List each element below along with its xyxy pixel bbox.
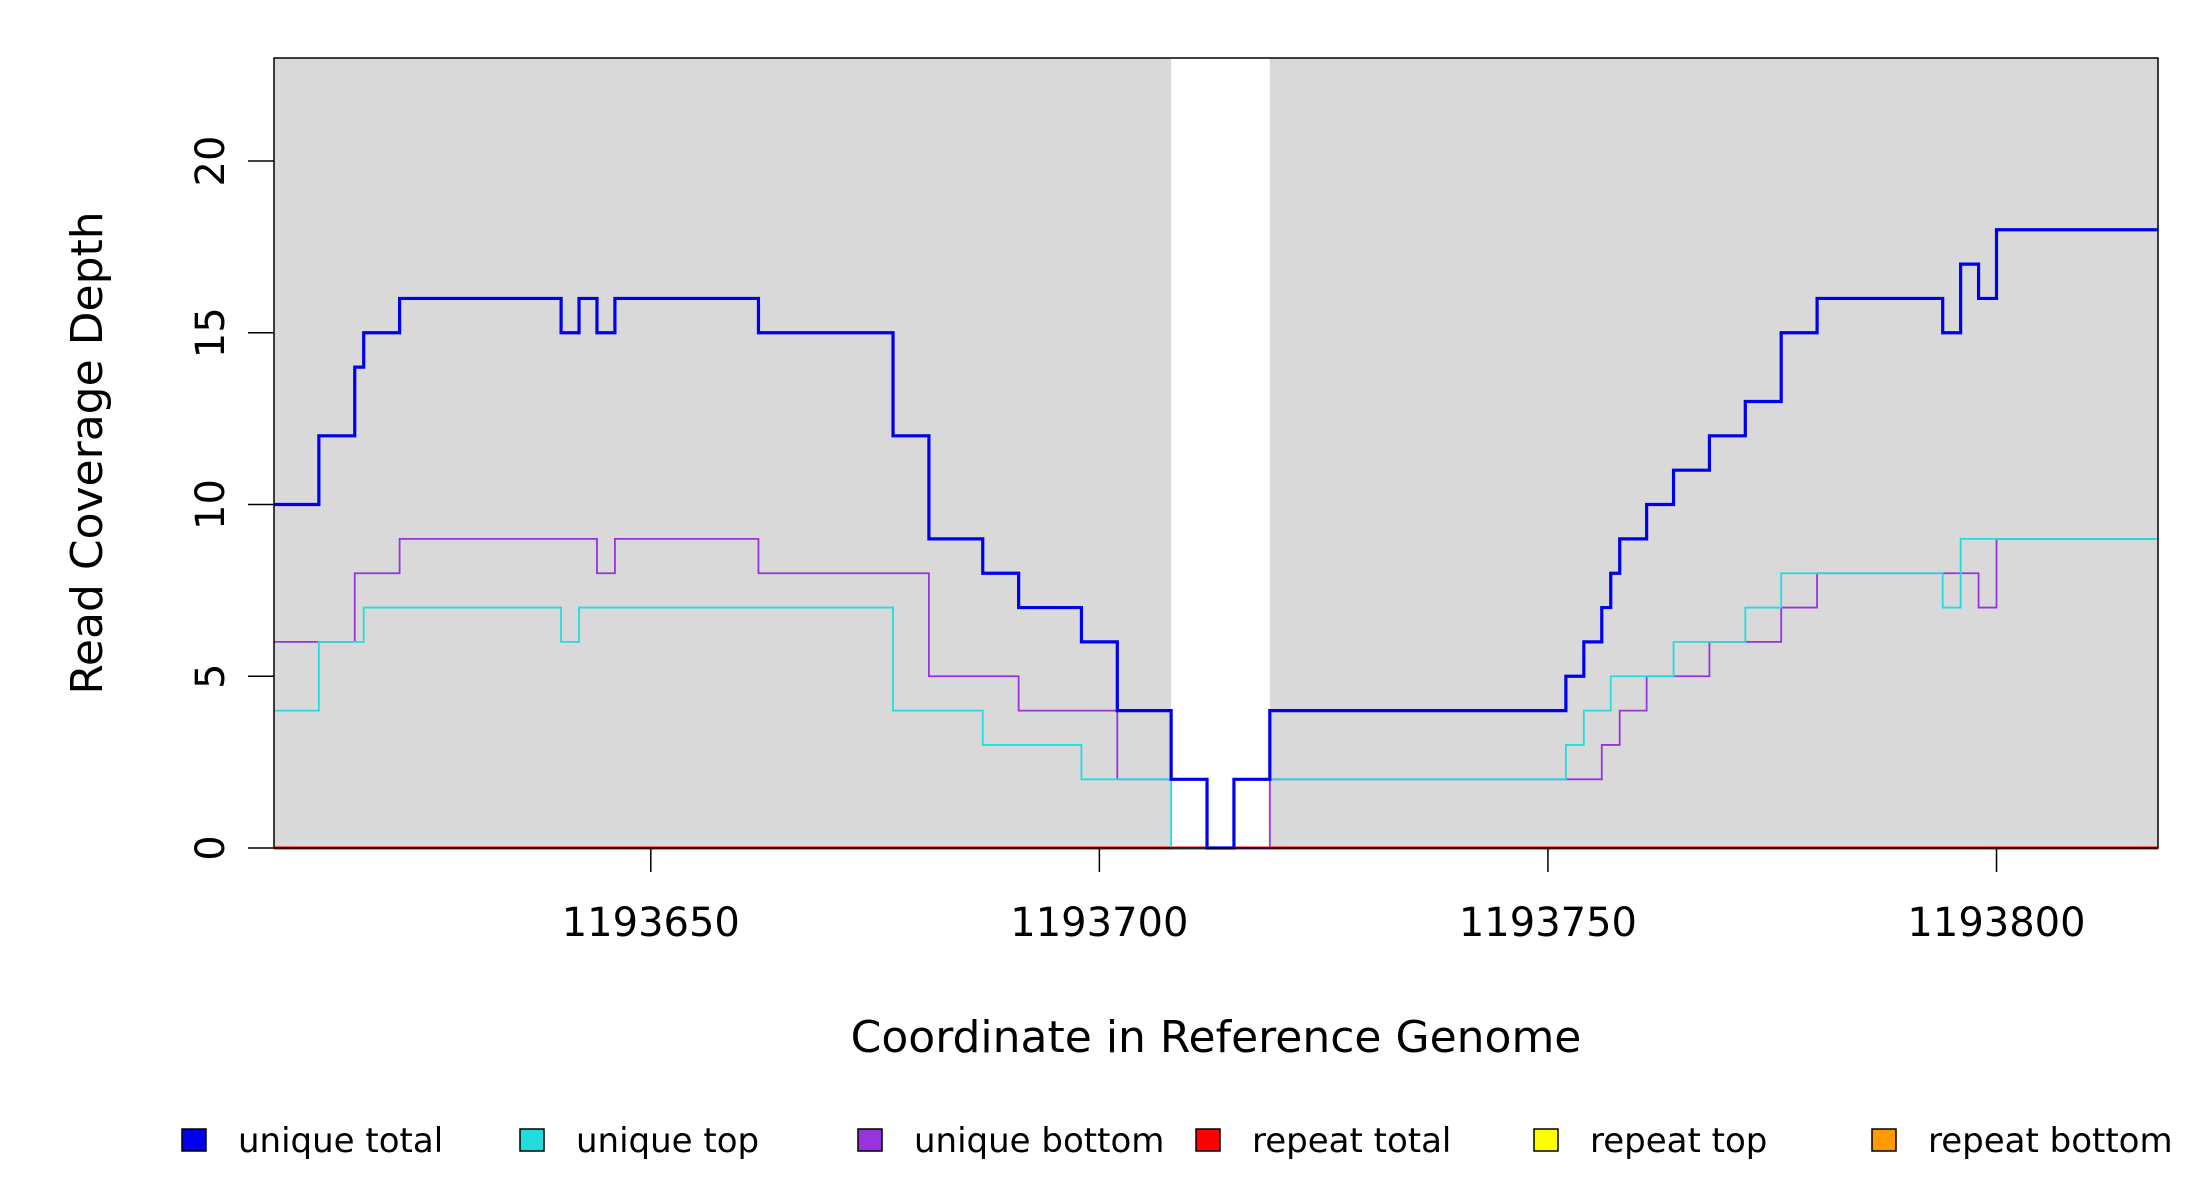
legend-label: repeat bottom <box>1928 1121 2173 1161</box>
legend-swatch <box>857 1128 883 1152</box>
highlight-region <box>1171 58 1270 848</box>
plot-background <box>274 58 2158 848</box>
legend-swatch <box>1871 1128 1897 1152</box>
x-tick-label: 1193650 <box>562 900 740 946</box>
y-axis-title: Read Coverage Depth <box>62 211 113 694</box>
x-tick-label: 1193700 <box>1010 900 1188 946</box>
legend-item-unique-bottom: unique bottom <box>857 1121 1164 1161</box>
legend-swatch <box>1533 1128 1559 1152</box>
legend-item-repeat-total: repeat total <box>1195 1121 1451 1161</box>
legend-label: unique bottom <box>914 1121 1164 1161</box>
legend: unique total unique top unique bottom repea… <box>181 1121 2173 1161</box>
y-tick-label: 10 <box>188 479 234 530</box>
y-tick-label: 15 <box>188 307 234 358</box>
legend-label: repeat top <box>1590 1121 1767 1161</box>
legend-item-unique-total: unique total <box>181 1121 443 1161</box>
legend-swatch <box>519 1128 545 1152</box>
x-tick-label: 1193800 <box>1907 900 2085 946</box>
y-tick-label: 0 <box>188 835 234 860</box>
legend-swatch <box>1195 1128 1221 1152</box>
x-axis-title: Coordinate in Reference Genome <box>851 1012 1582 1063</box>
legend-label: unique top <box>576 1121 759 1161</box>
x-tick-label: 1193750 <box>1459 900 1637 946</box>
legend-item-unique-top: unique top <box>519 1121 759 1161</box>
axes-layer: 1193650 1193700 1193750 1193800 0 5 10 15 20 <box>188 136 2086 946</box>
legend-label: unique total <box>238 1121 443 1161</box>
y-tick-label: 5 <box>188 664 234 689</box>
plot-frame <box>273 57 2159 849</box>
legend-swatch <box>181 1128 207 1152</box>
legend-label: repeat total <box>1252 1121 1451 1161</box>
legend-item-repeat-bottom: repeat bottom <box>1871 1121 2173 1161</box>
legend-item-repeat-top: repeat top <box>1533 1121 1767 1161</box>
y-tick-label: 20 <box>188 136 234 187</box>
